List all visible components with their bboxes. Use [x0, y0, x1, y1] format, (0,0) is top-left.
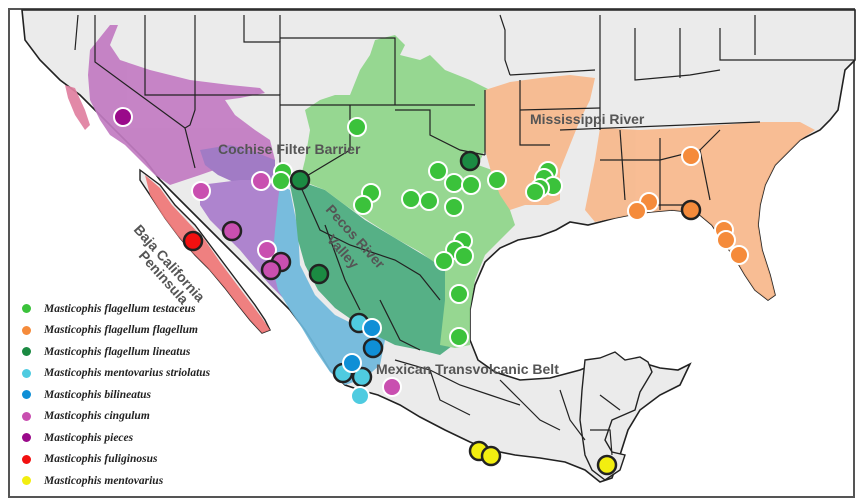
occurrence-point-bilineatus [362, 337, 384, 359]
legend-item: Masticophis mentovarius [22, 470, 262, 492]
legend-dot-icon [22, 368, 31, 378]
region-label: Mississippi River [530, 111, 645, 127]
range-cingulum-pieces [88, 25, 275, 185]
occurrence-point-lineatus [459, 150, 481, 172]
occurrence-point-testaceus [525, 182, 545, 202]
occurrence-point-striolatus [351, 366, 373, 388]
occurrence-point-cingulum [260, 259, 282, 281]
occurrence-point-flagellum [627, 201, 647, 221]
occurrence-point-flagellum [716, 230, 736, 250]
occurrence-point-flagellum [729, 245, 749, 265]
occurrence-point-flagellum [680, 199, 702, 221]
occurrence-point-testaceus [444, 173, 464, 193]
occurrence-points [113, 107, 749, 476]
legend-dot-icon [22, 347, 31, 357]
legend-label: Masticophis pieces [44, 431, 134, 444]
occurrence-point-testaceus [487, 170, 507, 190]
occurrence-point-testaceus [347, 117, 367, 137]
occurrence-point-bilineatus [362, 318, 382, 338]
occurrence-point-mentovarius [480, 445, 502, 467]
legend-label: Masticophis flagellum testaceus [44, 302, 196, 315]
legend: Masticophis flagellum testaceus Masticoph… [22, 298, 262, 492]
legend-dot-icon [22, 476, 31, 486]
legend-item: Masticophis bilineatus [22, 384, 262, 406]
range-lineatus [290, 183, 460, 355]
occurrence-point-bilineatus [342, 353, 362, 373]
occurrence-point-striolatus [350, 386, 370, 406]
legend-item: Masticophis pieces [22, 427, 262, 449]
region-label: Mexican Transvolcanic Belt [376, 361, 559, 377]
occurrence-point-testaceus [271, 171, 291, 191]
legend-dot-icon [22, 454, 31, 464]
occurrence-point-testaceus [401, 189, 421, 209]
legend-label: Masticophis mentovarius striolatus [44, 367, 211, 380]
legend-item: Masticophis flagellum testaceus [22, 298, 262, 320]
legend-item: Masticophis flagellum flagellum [22, 320, 262, 342]
occurrence-point-testaceus [461, 175, 481, 195]
occurrence-point-testaceus [428, 161, 448, 181]
legend-dot-icon [22, 304, 31, 314]
occurrence-point-mentovarius [596, 454, 618, 476]
legend-dot-icon [22, 325, 31, 335]
occurrence-point-cingulum [382, 377, 402, 397]
legend-dot-icon [22, 433, 31, 443]
legend-label: Masticophis bilineatus [44, 388, 152, 401]
legend-item: Masticophis fuliginosus [22, 449, 262, 471]
occurrence-point-flagellum [681, 146, 701, 166]
legend-label: Masticophis flagellum lineatus [44, 345, 191, 358]
range-pieces-light [65, 85, 90, 130]
legend-item: Masticophis flagellum lineatus [22, 341, 262, 363]
legend-item: Masticophis cingulum [22, 406, 262, 428]
legend-label: Masticophis cingulum [44, 410, 150, 423]
legend-dot-icon [22, 411, 31, 421]
occurrence-point-testaceus [449, 284, 469, 304]
legend-label: Masticophis fuliginosus [44, 453, 158, 466]
legend-label: Masticophis flagellum flagellum [44, 324, 198, 337]
occurrence-point-testaceus [444, 197, 464, 217]
occurrence-point-testaceus [449, 327, 469, 347]
occurrence-point-lineatus [289, 169, 311, 191]
occurrence-point-testaceus [434, 251, 454, 271]
occurrence-point-fuliginosus [182, 230, 204, 252]
occurrence-point-pieces [113, 107, 133, 127]
occurrence-point-cingulum [257, 240, 277, 260]
occurrence-point-lineatus [308, 263, 330, 285]
occurrence-point-testaceus [353, 195, 373, 215]
occurrence-point-testaceus [419, 191, 439, 211]
legend-label: Masticophis mentovarius [44, 474, 164, 487]
range-striolatus [272, 185, 385, 385]
occurrence-point-cingulum [251, 171, 271, 191]
legend-dot-icon [22, 390, 31, 400]
occurrence-point-cingulum [221, 220, 243, 242]
occurrence-point-testaceus [454, 246, 474, 266]
legend-item: Masticophis mentovarius striolatus [22, 363, 262, 385]
region-label: Cochise Filter Barrier [218, 141, 361, 157]
occurrence-point-cingulum [191, 181, 211, 201]
range-fuliginosus [145, 175, 270, 333]
